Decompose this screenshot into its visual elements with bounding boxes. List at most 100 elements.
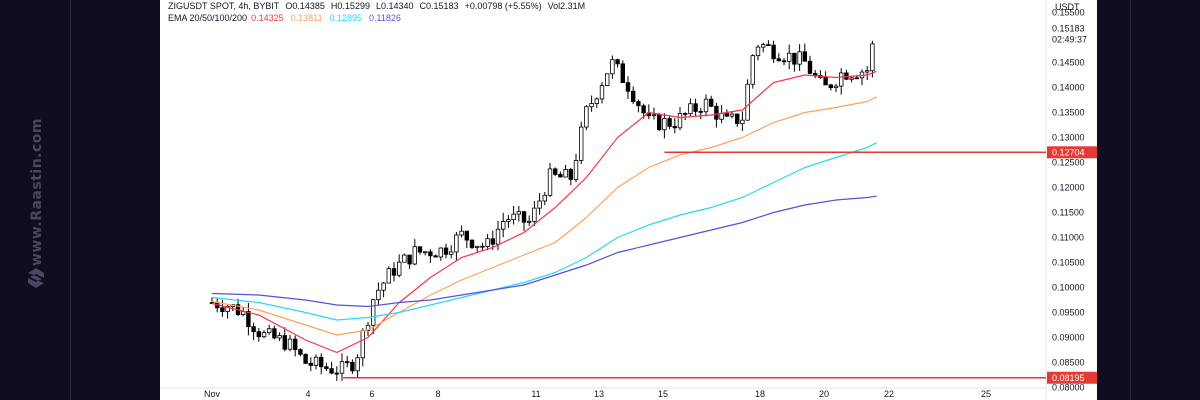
candle-up [511, 213, 516, 221]
candle-up [688, 103, 693, 115]
candle-down [428, 251, 433, 257]
candle-down [480, 245, 485, 248]
price-axis-bg [1046, 0, 1097, 400]
candle-up [287, 338, 293, 350]
candle-down [324, 366, 329, 370]
watermark: www.Raastin.com [4, 118, 64, 304]
candle-down [776, 58, 781, 62]
candle-down [246, 311, 251, 328]
candle-up [386, 268, 391, 284]
candle-down [272, 328, 277, 339]
candle-up [474, 245, 480, 248]
legend-ema-label: EMA 20/50/100/200 [168, 13, 248, 23]
candle-down [854, 77, 859, 80]
y-tick-label: 0.11000 [1052, 233, 1084, 243]
legend-volume: Vol2.31M [547, 1, 586, 11]
candle-down [828, 84, 833, 89]
candle-up [277, 335, 282, 339]
candle-down [781, 60, 787, 63]
candle-up [610, 59, 615, 75]
candle-down [823, 77, 828, 86]
candle-up [448, 251, 454, 255]
current-price-tag [1047, 22, 1097, 45]
candle-down [568, 169, 573, 180]
candle-up [360, 330, 365, 359]
candle-up [516, 211, 521, 215]
candle-down [350, 361, 355, 372]
candle-up [573, 160, 579, 180]
x-tick-label: Nov [204, 389, 221, 399]
candle-down [552, 168, 558, 175]
candle-up [526, 220, 532, 223]
candle-up [506, 219, 511, 222]
candle-down [615, 59, 620, 65]
candle-up [313, 356, 319, 366]
candle-up [833, 85, 839, 89]
candle-up [225, 306, 230, 312]
candle-down [490, 238, 495, 245]
candle-up [500, 221, 506, 230]
candle-up [422, 251, 428, 254]
candle-up [599, 85, 605, 100]
candle-down [344, 361, 350, 364]
candle-down [391, 268, 397, 276]
candle-down [630, 90, 636, 102]
x-tick-label: 13 [594, 389, 604, 399]
candle-up [495, 228, 501, 245]
candle-up [563, 169, 568, 178]
y-tick-label: 0.14500 [1052, 58, 1085, 68]
y-tick-label: 0.11500 [1052, 208, 1084, 218]
candle-down [417, 246, 423, 253]
candle-down [656, 114, 662, 131]
candle-up [797, 51, 802, 65]
candle-up [261, 332, 267, 338]
y-tick-label: 0.13000 [1052, 133, 1085, 143]
level-price-tag [1047, 371, 1097, 384]
candle-up [839, 72, 844, 87]
chart-legend: ZIGUSDT SPOT, 4h, BYBIT O0.14385 H0.1529… [168, 0, 585, 24]
candle-down [672, 126, 677, 129]
x-tick-label: 20 [819, 389, 829, 399]
candle-down [766, 44, 771, 47]
candle-up [542, 194, 547, 202]
candle-down [443, 247, 449, 255]
candle-up [584, 106, 589, 128]
y-tick-label: 0.10500 [1052, 258, 1085, 268]
raastin-logo-icon [28, 268, 44, 288]
candle-up [459, 230, 464, 236]
candle-down [256, 331, 261, 338]
candle-down [220, 307, 225, 312]
legend-high: H0.15299 [330, 1, 370, 11]
candle-up [454, 234, 459, 253]
candle-down [683, 113, 688, 115]
currency-label: USDT [1055, 2, 1080, 12]
candle-down [620, 63, 625, 84]
frame-divider-left [70, 0, 71, 400]
candle-down [724, 112, 729, 117]
ema-line [211, 142, 877, 321]
y-tick-label: 0.14000 [1052, 83, 1085, 93]
candle-down [698, 110, 703, 113]
legend-ohlc-row: ZIGUSDT SPOT, 4h, BYBIT O0.14385 H0.1529… [168, 0, 585, 12]
candle-up [729, 113, 735, 117]
price-chart[interactable]: 0.155000.150000.145000.140000.135000.130… [160, 0, 1097, 400]
chart-panel[interactable]: 0.155000.150000.145000.140000.135000.130… [160, 0, 1097, 400]
candle-up [761, 44, 766, 48]
candle-up [787, 52, 792, 62]
candle-up [755, 46, 761, 57]
candle-down [433, 255, 438, 258]
countdown-label: 02:49:37 [1052, 34, 1087, 44]
candle-up [532, 207, 537, 222]
candle-down [771, 44, 776, 60]
y-tick-label: 0.12000 [1052, 183, 1085, 193]
ema-line [211, 70, 877, 354]
candle-up [849, 77, 854, 80]
candle-up [870, 43, 875, 72]
y-tick-label: 0.08000 [1052, 383, 1085, 393]
frame-divider-right [1130, 0, 1131, 400]
candle-down [282, 335, 287, 350]
candle-up [547, 168, 553, 196]
y-tick-label: 0.09000 [1052, 333, 1085, 343]
candle-up [396, 261, 402, 276]
